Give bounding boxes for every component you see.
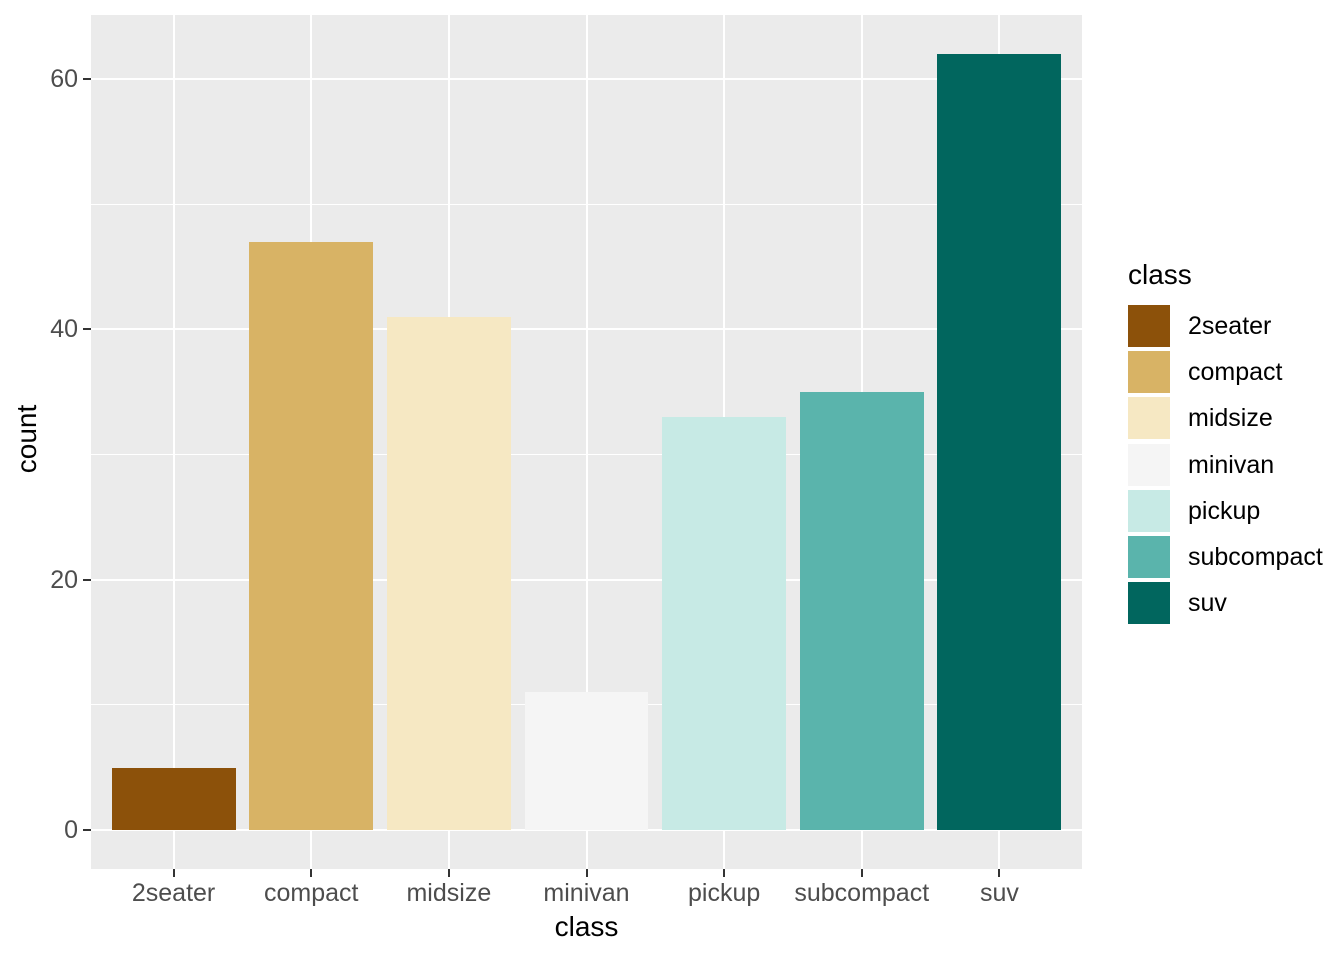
y-tick bbox=[83, 578, 91, 581]
bar-minivan bbox=[524, 692, 649, 831]
x-tick bbox=[172, 869, 175, 877]
bar-subcompact bbox=[799, 391, 924, 831]
x-tick-label-subcompact: subcompact bbox=[794, 879, 930, 907]
legend-key-pickup: pickup bbox=[1128, 489, 1344, 532]
y-tick-label-40: 40 bbox=[50, 315, 78, 344]
gridline-major-horizontal bbox=[91, 578, 1082, 581]
bar-compact bbox=[249, 241, 374, 831]
bar-pickup bbox=[662, 416, 787, 831]
legend-key-subcompact: subcompact bbox=[1128, 536, 1344, 578]
y-tick-label-0: 0 bbox=[64, 816, 78, 845]
x-tick-label-pickup: pickup bbox=[687, 879, 761, 907]
x-tick-label-minivan: minivan bbox=[543, 879, 630, 907]
legend-key-minivan: minivan bbox=[1128, 443, 1344, 486]
x-tick-label-suv: suv bbox=[979, 879, 1019, 907]
gridline-minor-horizontal bbox=[91, 454, 1082, 456]
legend-key-2seater: 2seater bbox=[1128, 305, 1344, 347]
x-tick bbox=[723, 869, 726, 877]
legend-label-compact: compact bbox=[1188, 358, 1283, 387]
legend-swatch-midsize bbox=[1128, 397, 1170, 440]
legend-swatch-compact bbox=[1128, 351, 1170, 394]
gridline-major-horizontal bbox=[91, 328, 1082, 331]
x-tick-label-compact: compact bbox=[263, 879, 359, 907]
legend-label-minivan: minivan bbox=[1188, 450, 1275, 479]
legend-label-midsize: midsize bbox=[1188, 404, 1273, 433]
legend-key-compact: compact bbox=[1128, 351, 1344, 394]
x-tick bbox=[998, 869, 1001, 877]
legend-swatch-2seater bbox=[1128, 305, 1170, 347]
x-tick-label-2seater: 2seater bbox=[131, 879, 216, 907]
legend-label-pickup: pickup bbox=[1188, 496, 1261, 525]
legend-swatch-suv bbox=[1128, 582, 1170, 625]
y-tick-label-60: 60 bbox=[50, 64, 78, 93]
legend-swatch-subcompact bbox=[1128, 536, 1170, 578]
y-tick-label-20: 20 bbox=[50, 565, 78, 594]
legend-title: class bbox=[1128, 259, 1192, 290]
x-tick bbox=[447, 869, 450, 877]
x-tick bbox=[585, 869, 588, 877]
y-tick bbox=[83, 77, 91, 80]
legend-key-midsize: midsize bbox=[1128, 397, 1344, 440]
bar-2seater bbox=[111, 767, 236, 831]
bar-midsize bbox=[386, 316, 511, 831]
gridline-major-vertical bbox=[172, 15, 175, 869]
x-tick bbox=[310, 869, 313, 877]
y-axis-title: count bbox=[11, 404, 42, 474]
legend-label-2seater: 2seater bbox=[1188, 312, 1272, 340]
legend-key-suv: suv bbox=[1128, 582, 1344, 625]
legend-swatch-pickup bbox=[1128, 489, 1170, 532]
legend-label-suv: suv bbox=[1188, 589, 1227, 618]
gridline-major-horizontal bbox=[91, 77, 1082, 80]
y-tick bbox=[83, 829, 91, 832]
legend-label-subcompact: subcompact bbox=[1188, 543, 1323, 571]
x-tick-label-midsize: midsize bbox=[406, 879, 492, 907]
legend-swatch-minivan bbox=[1128, 443, 1170, 486]
x-axis-title: class bbox=[554, 911, 619, 942]
bar-suv bbox=[937, 53, 1062, 831]
y-tick bbox=[83, 328, 91, 331]
gridline-major-vertical bbox=[585, 15, 588, 869]
gridline-major-horizontal bbox=[91, 829, 1082, 832]
gridline-minor-horizontal bbox=[91, 203, 1082, 205]
x-tick bbox=[860, 869, 863, 877]
